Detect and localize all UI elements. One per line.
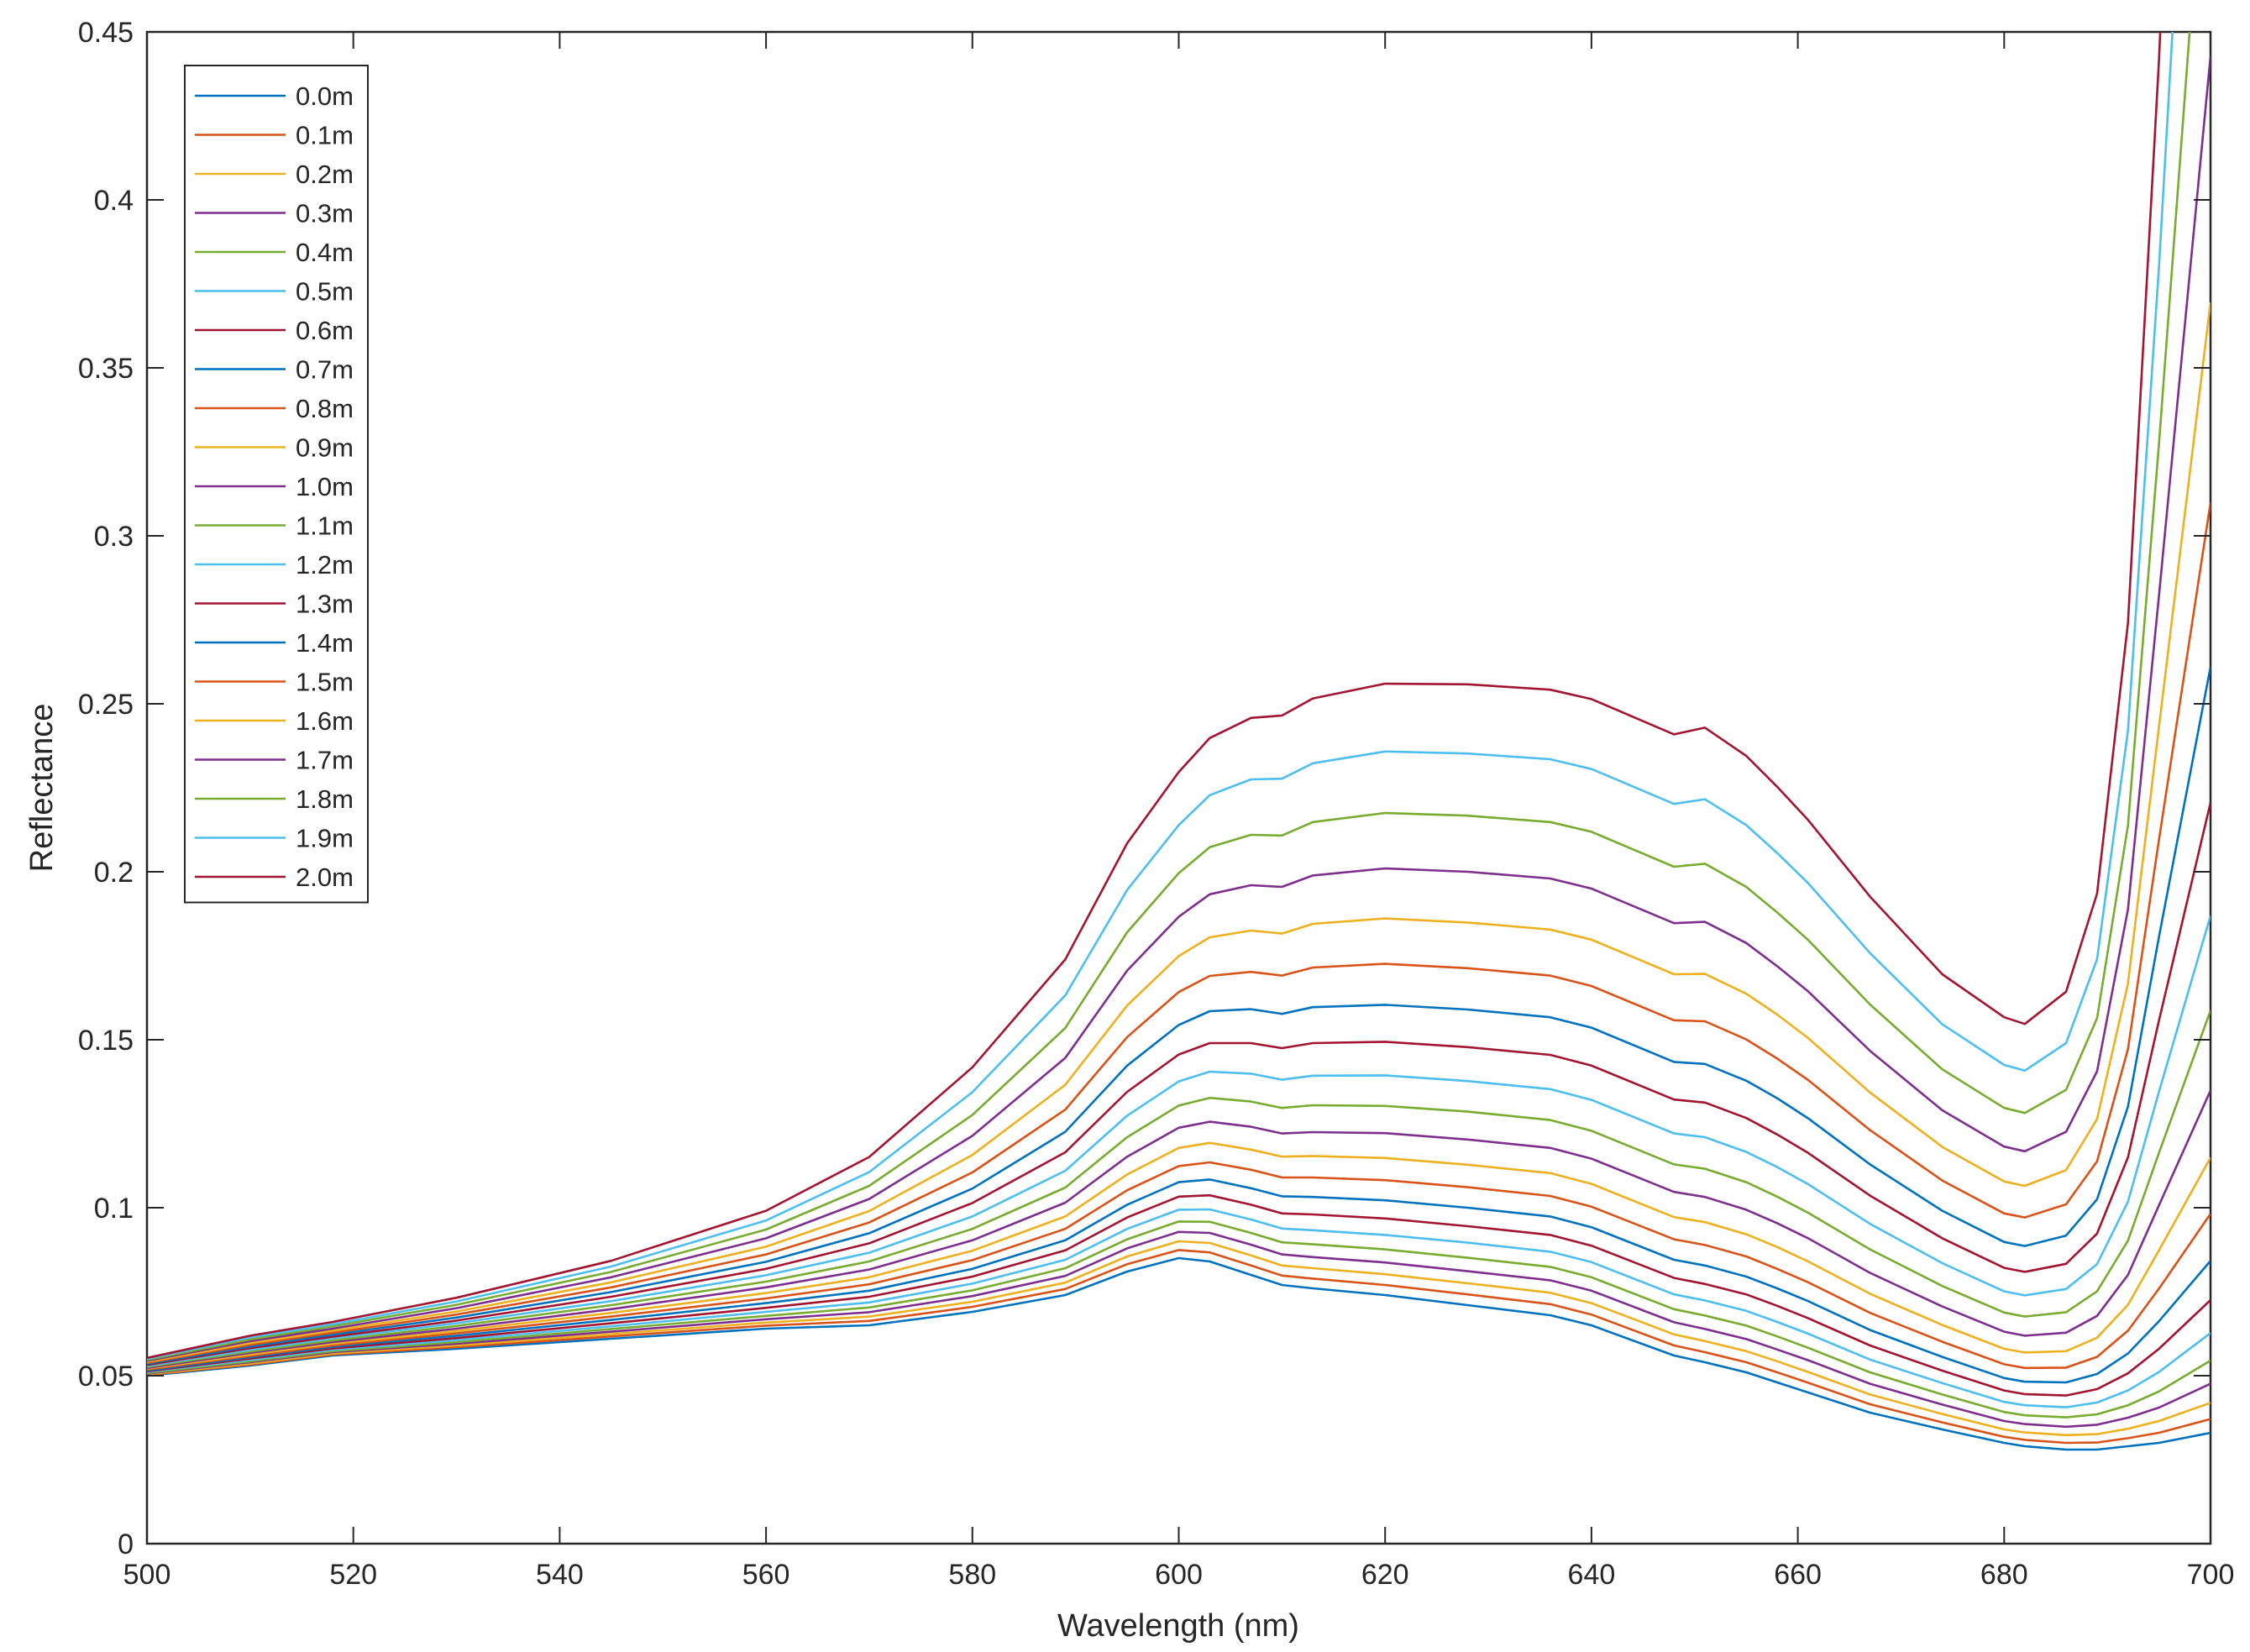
x-tick-label: 560 bbox=[742, 1559, 790, 1591]
legend-label: 0.9m bbox=[296, 433, 354, 463]
series-line-1.9m bbox=[147, 32, 2174, 1361]
series-line-1.5m bbox=[147, 502, 2211, 1365]
series-lines bbox=[147, 32, 2211, 1451]
legend-label: 1.6m bbox=[296, 706, 354, 736]
y-tick-label: 0.3 bbox=[94, 521, 134, 553]
x-tick-label: 620 bbox=[1361, 1559, 1409, 1591]
series-line-2.0m bbox=[147, 32, 2162, 1360]
x-tick-label: 640 bbox=[1568, 1559, 1616, 1591]
y-tick-label: 0.45 bbox=[78, 17, 134, 49]
series-line-0.0m bbox=[147, 1256, 2211, 1451]
series-line-1.4m bbox=[147, 666, 2211, 1366]
legend-label: 1.2m bbox=[296, 550, 354, 580]
x-axis-label: Wavelength (nm) bbox=[1057, 1608, 1299, 1644]
x-tick-label: 660 bbox=[1774, 1559, 1822, 1591]
series-line-0.7m bbox=[147, 1178, 2211, 1384]
legend-label: 0.5m bbox=[296, 277, 354, 307]
series-line-0.8m bbox=[147, 1161, 2211, 1371]
y-tick-label: 0.15 bbox=[78, 1025, 134, 1057]
legend-label: 0.2m bbox=[296, 160, 354, 189]
legend-label: 1.5m bbox=[296, 668, 354, 697]
legend-label: 1.7m bbox=[296, 746, 354, 775]
legend-label: 1.4m bbox=[296, 628, 354, 658]
legend-label: 0.6m bbox=[296, 316, 354, 345]
legend-label: 0.1m bbox=[296, 121, 354, 150]
x-tick-label: 520 bbox=[329, 1559, 377, 1591]
x-tick-label: 680 bbox=[1980, 1559, 2028, 1591]
y-tick-label: 0.35 bbox=[78, 353, 134, 385]
series-line-1.1m bbox=[147, 1010, 2211, 1368]
legend-label: 0.8m bbox=[296, 394, 354, 423]
legend: 0.0m 0.1m 0.2m 0.3m 0.4m 0.5m 0.6m 0.7m 0.8m 0.9m… bbox=[184, 65, 369, 904]
series-line-1.8m bbox=[147, 32, 2191, 1361]
y-tick-label: 0.2 bbox=[94, 857, 134, 889]
series-line-0.5m bbox=[147, 1208, 2211, 1408]
legend-label: 1.3m bbox=[296, 590, 354, 619]
x-tick-label: 600 bbox=[1155, 1559, 1203, 1591]
series-line-1.0m bbox=[147, 1089, 2211, 1370]
series-line-1.3m bbox=[147, 802, 2211, 1366]
series-line-0.2m bbox=[147, 1240, 2211, 1437]
series-line-1.2m bbox=[147, 915, 2211, 1367]
legend-label: 1.9m bbox=[296, 824, 354, 853]
x-tick-label: 540 bbox=[536, 1559, 584, 1591]
y-tick-label: 0 bbox=[118, 1529, 134, 1560]
y-tick-label: 0.05 bbox=[78, 1361, 134, 1392]
x-tick-label: 580 bbox=[948, 1559, 996, 1591]
legend-box bbox=[184, 65, 369, 904]
legend-label: 1.0m bbox=[296, 472, 354, 501]
x-tick-label: 500 bbox=[123, 1559, 171, 1591]
legend-label: 0.3m bbox=[296, 199, 354, 228]
legend-label: 0.7m bbox=[296, 355, 354, 385]
legend-label: 2.0m bbox=[296, 863, 354, 892]
y-tick-label: 0.1 bbox=[94, 1193, 134, 1225]
legend-label: 0.4m bbox=[296, 238, 354, 267]
y-tick-label: 0.25 bbox=[78, 689, 134, 721]
x-tick-label: 700 bbox=[2187, 1559, 2235, 1591]
series-line-0.6m bbox=[147, 1193, 2211, 1397]
series-line-1.7m bbox=[147, 55, 2211, 1362]
legend-label: 1.1m bbox=[296, 511, 354, 541]
series-line-0.4m bbox=[147, 1220, 2211, 1419]
series-line-0.3m bbox=[147, 1230, 2211, 1429]
y-axis-ticks: 0 0.05 0.1 0.15 0.2 0.25 0.3 0.35 0.4 0.45 bbox=[78, 17, 2211, 1560]
series-line-0.9m bbox=[147, 1141, 2211, 1370]
y-axis-label: Reflectance bbox=[24, 704, 60, 873]
legend-label: 1.8m bbox=[296, 784, 354, 814]
y-tick-label: 0.4 bbox=[94, 185, 134, 217]
series-line-1.6m bbox=[147, 302, 2211, 1363]
series-line-0.1m bbox=[147, 1249, 2211, 1445]
legend-label: 0.0m bbox=[296, 81, 354, 111]
x-axis-ticks: 500 520 540 560 580 600 620 640 660 680 700 bbox=[123, 32, 2235, 1591]
